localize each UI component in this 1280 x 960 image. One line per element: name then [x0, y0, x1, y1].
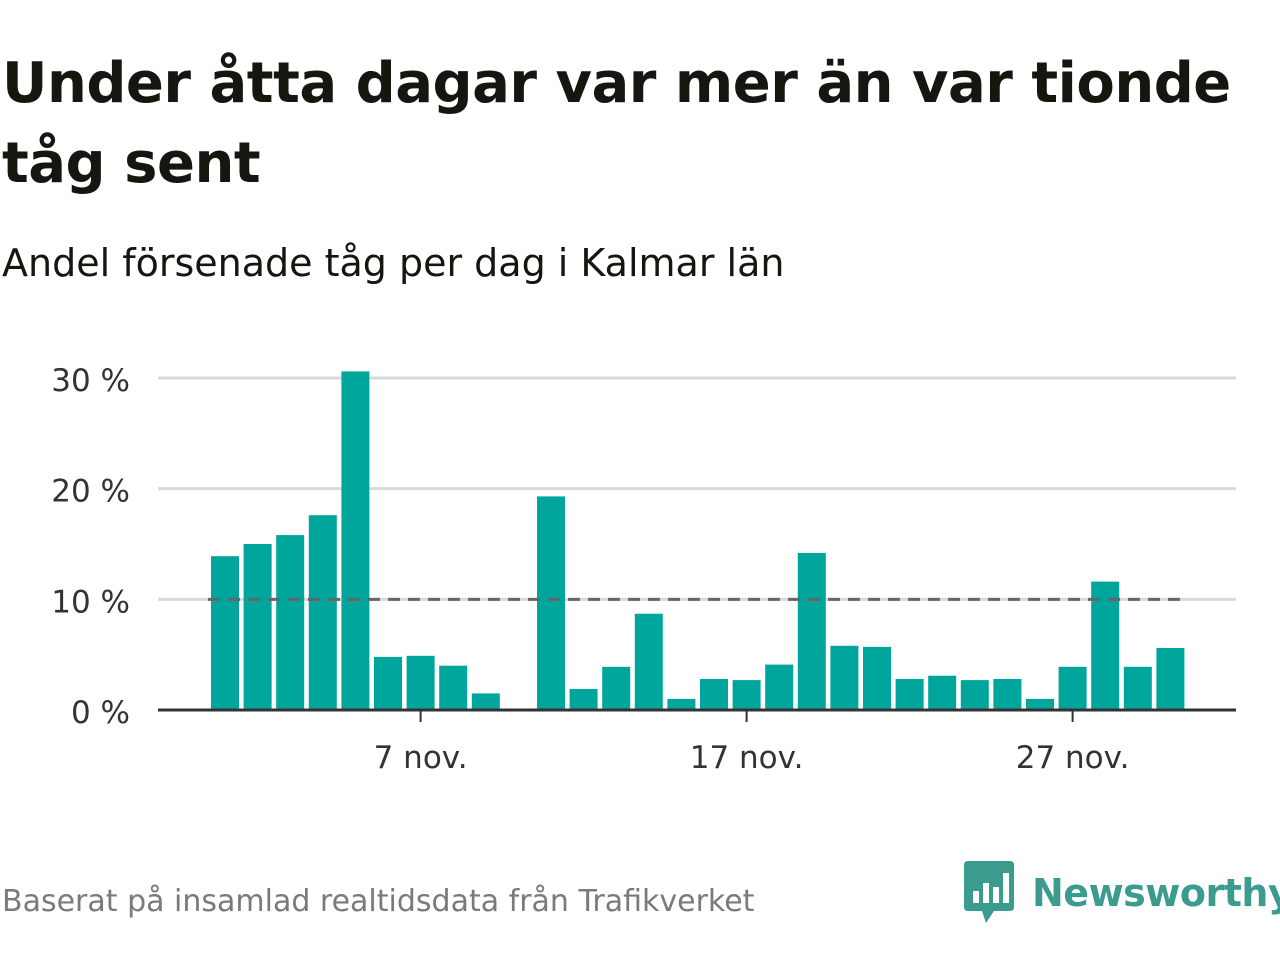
bar — [765, 664, 794, 710]
bar — [406, 655, 435, 710]
bar — [700, 679, 728, 710]
y-tick-label: 10 % — [51, 584, 130, 620]
bars — [211, 371, 1185, 710]
bar — [276, 535, 305, 710]
bar — [1156, 648, 1185, 710]
brand-logo: Newsworthy — [964, 860, 1280, 926]
bar — [341, 371, 370, 710]
bar — [797, 552, 826, 710]
brand-name: Newsworthy — [1032, 871, 1280, 915]
bar — [667, 698, 696, 710]
bar-chart-speech-bubble-icon — [964, 861, 1014, 923]
x-axis: 7 nov. 17 nov. 27 nov. — [158, 708, 1236, 776]
x-tick-label: 27 nov. — [1016, 740, 1130, 776]
bar — [928, 675, 957, 710]
bar — [211, 556, 239, 710]
chart-title: Under åtta dagar var mer än var tionde t… — [2, 51, 1231, 196]
chart-subtitle: Andel försenade tåg per dag i Kalmar län — [2, 241, 785, 285]
bar — [569, 689, 598, 710]
y-tick-label: 20 % — [51, 474, 130, 510]
bar — [308, 515, 337, 710]
y-tick-label: 0 % — [71, 695, 130, 731]
bar — [537, 496, 565, 710]
x-tick-label: 7 nov. — [374, 740, 468, 776]
bar — [732, 680, 761, 710]
bar — [1026, 698, 1054, 710]
bar — [374, 656, 402, 710]
bar — [1058, 666, 1087, 710]
bar — [439, 665, 468, 710]
bar — [895, 679, 924, 710]
bar — [863, 646, 891, 710]
y-axis-labels: 0 % 10 % 20 % 30 % — [51, 363, 130, 731]
bar — [960, 680, 989, 710]
x-tick-label: 17 nov. — [690, 740, 804, 776]
bar-chart: 0 % 10 % 20 % 30 % 7 nov. 17 nov. 27 nov. — [51, 363, 1236, 776]
bar — [243, 544, 272, 710]
y-tick-label: 30 % — [51, 363, 130, 399]
bar — [993, 679, 1022, 710]
bar — [830, 645, 859, 710]
bar — [1123, 666, 1152, 710]
bar — [602, 666, 631, 710]
bar — [1091, 581, 1120, 710]
bar — [634, 613, 663, 710]
bar — [471, 693, 500, 710]
source-note: Baserat på insamlad realtidsdata från Tr… — [2, 884, 755, 919]
